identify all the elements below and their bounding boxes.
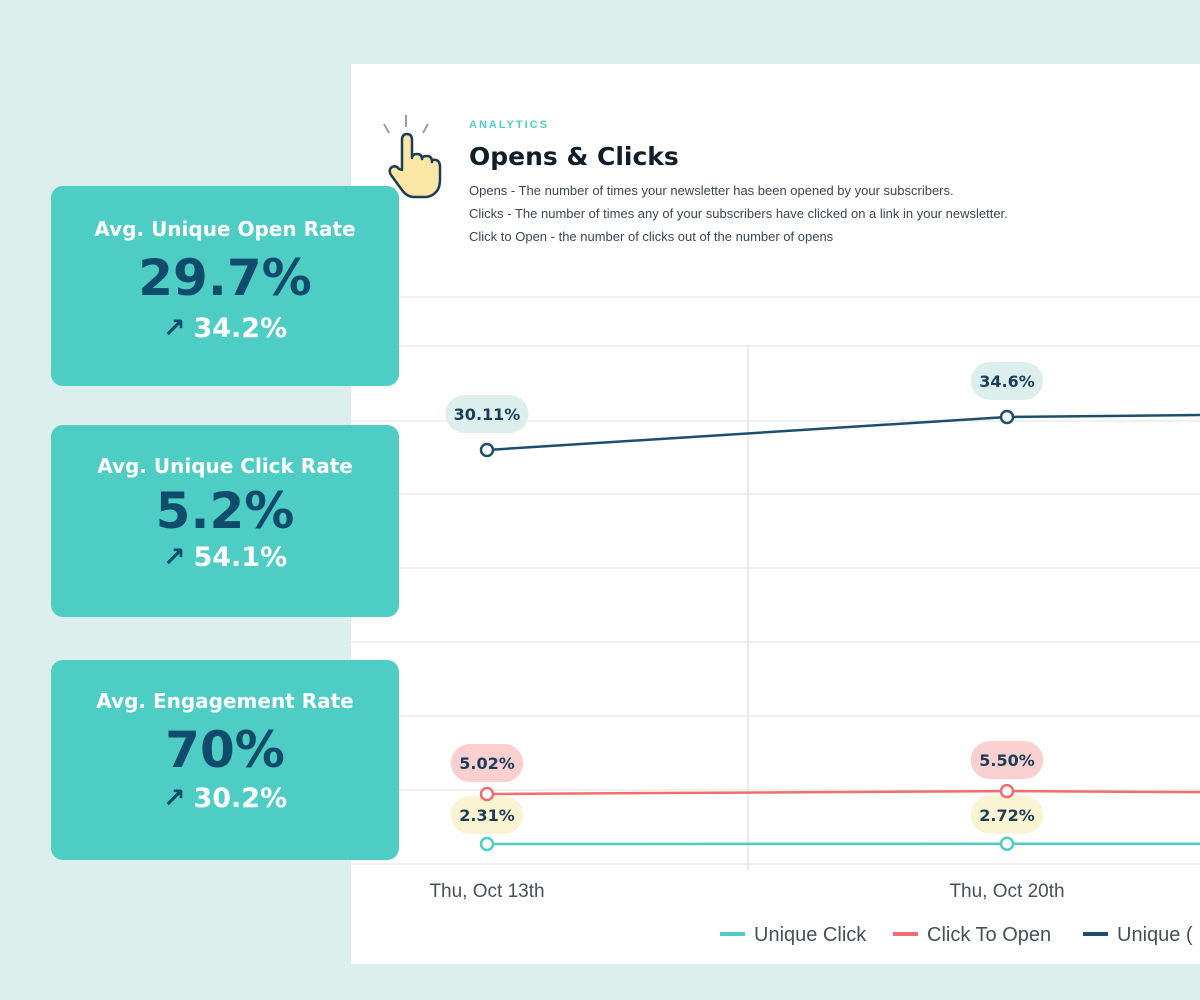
stat-value: 70% [165, 721, 285, 779]
description-opens: Opens - The number of times your newslet… [469, 183, 954, 198]
data-label: 2.72% [979, 806, 1035, 825]
stat-delta: ↗ 30.2% [51, 783, 399, 814]
section-eyebrow: ANALYTICS [469, 119, 549, 131]
data-label-pill [445, 395, 529, 433]
data-label: 30.11% [454, 405, 521, 424]
data-point [479, 836, 495, 852]
legend-label: Unique ( [1117, 924, 1193, 946]
stat-value: 5.2% [155, 482, 295, 540]
legend-label: Click To Open [927, 924, 1051, 946]
stat-card-open-rate: Avg. Unique Open Rate 29.7% ↗ 34.2% [51, 186, 399, 386]
x-tick-label: Thu, Oct 13th [429, 881, 544, 902]
stat-delta-value: 34.2% [193, 313, 288, 344]
hand-pointer-icon [383, 115, 442, 199]
description-clicks: Clicks - The number of times any of your… [469, 206, 1008, 221]
data-label: 5.02% [459, 754, 515, 773]
stat-card-engagement-rate: Avg. Engagement Rate 70% ↗ 30.2% [51, 660, 399, 860]
description-click-to-open: Click to Open - the number of clicks out… [469, 229, 834, 244]
data-point [479, 786, 495, 802]
data-point [999, 836, 1015, 852]
stat-delta: ↗ 34.2% [51, 313, 399, 344]
page-title: Opens & Clicks [469, 142, 679, 171]
stat-delta-value: 30.2% [193, 783, 288, 814]
arrow-up-right-icon: ↗ [162, 542, 186, 573]
data-point [479, 442, 495, 458]
arrow-up-right-icon: ↗ [162, 783, 186, 814]
data-label-pill [450, 744, 524, 782]
opens-clicks-chart: Thu, Oct 13th Thu, Oct 20th 2.31% 2.72% 5.02… [351, 296, 1200, 946]
stat-title: Avg. Engagement Rate [96, 689, 354, 713]
data-label-pill [970, 741, 1044, 780]
stat-title: Avg. Unique Click Rate [97, 454, 353, 478]
data-label-pill [970, 362, 1044, 400]
data-label: 5.50% [979, 751, 1035, 770]
stat-title: Avg. Unique Open Rate [94, 217, 356, 241]
stat-delta: ↗ 54.1% [51, 542, 399, 573]
stat-value: 29.7% [138, 249, 312, 307]
data-label: 2.31% [459, 806, 515, 825]
legend-label: Unique Click [754, 924, 867, 946]
stat-card-click-rate: Avg. Unique Click Rate 5.2% ↗ 54.1% [51, 425, 399, 617]
data-label-pill [450, 796, 524, 834]
chart-panel: ANALYTICS Opens & Clicks Opens - The num… [351, 64, 1200, 964]
arrow-up-right-icon: ↗ [162, 313, 186, 344]
data-label: 34.6% [979, 372, 1035, 391]
data-point [999, 783, 1015, 799]
stat-delta-value: 54.1% [193, 542, 288, 573]
x-tick-label: Thu, Oct 20th [949, 881, 1064, 902]
data-label-pill [970, 795, 1044, 834]
data-point [999, 409, 1015, 425]
series-line-click-to-open [486, 789, 1200, 796]
